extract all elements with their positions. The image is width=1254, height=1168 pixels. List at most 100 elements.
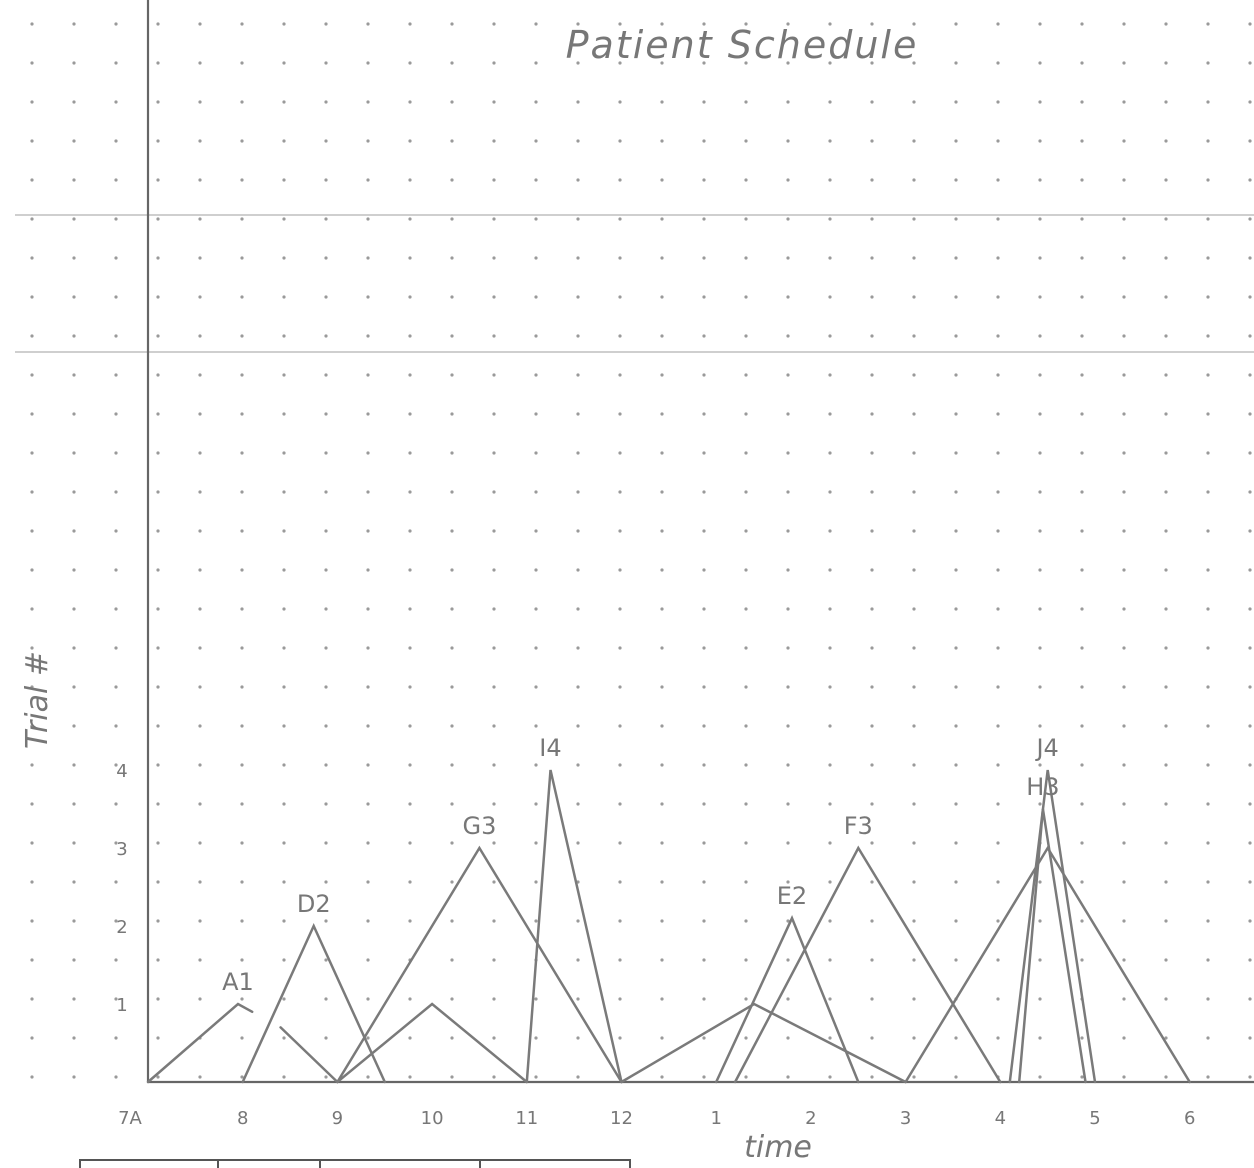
grid-dot xyxy=(1164,685,1168,689)
grid-dot xyxy=(282,919,286,923)
grid-dot xyxy=(744,295,748,299)
grid-dot xyxy=(198,256,202,260)
grid-dot xyxy=(996,724,1000,728)
grid-dot xyxy=(450,139,454,143)
grid-dot xyxy=(408,607,412,611)
grid-dot xyxy=(1206,919,1210,923)
grid-dot xyxy=(282,646,286,650)
grid-dot xyxy=(1038,958,1042,962)
grid-dot xyxy=(702,646,706,650)
grid-dot xyxy=(72,958,76,962)
grid-dot xyxy=(450,802,454,806)
grid-dot xyxy=(408,880,412,884)
grid-dot xyxy=(954,139,958,143)
grid-dot xyxy=(492,997,496,1001)
grid-dot xyxy=(1080,607,1084,611)
grid-dot xyxy=(954,61,958,65)
grid-dot xyxy=(954,880,958,884)
grid-dot xyxy=(30,334,34,338)
grid-dot xyxy=(576,1036,580,1040)
grid-dot xyxy=(660,373,664,377)
grid-dot xyxy=(870,217,874,221)
grid-dot xyxy=(198,997,202,1001)
grid-dot xyxy=(534,1036,538,1040)
grid-dot xyxy=(1248,256,1252,260)
grid-dot xyxy=(366,919,370,923)
peak-label: A1 xyxy=(222,968,254,996)
grid-dot xyxy=(198,295,202,299)
grid-dot xyxy=(492,61,496,65)
grid-dot xyxy=(1206,217,1210,221)
grid-dot xyxy=(240,763,244,767)
grid-dot xyxy=(366,646,370,650)
grid-dot xyxy=(240,373,244,377)
x-tick-label: 7A xyxy=(118,1108,142,1129)
grid-dot xyxy=(450,724,454,728)
grid-dot xyxy=(156,217,160,221)
grid-dot xyxy=(1206,22,1210,26)
grid-dot xyxy=(534,841,538,845)
grid-dot xyxy=(198,139,202,143)
grid-dot xyxy=(408,139,412,143)
grid-dot xyxy=(576,841,580,845)
grid-dot xyxy=(744,841,748,845)
grid-dot xyxy=(156,919,160,923)
grid-dot xyxy=(1038,607,1042,611)
grid-dot xyxy=(240,217,244,221)
grid-dot xyxy=(282,802,286,806)
grid-dot xyxy=(240,334,244,338)
grid-dot xyxy=(954,724,958,728)
grid-dot xyxy=(534,217,538,221)
grid-dot xyxy=(660,880,664,884)
grid-dot xyxy=(786,1036,790,1040)
grid-dot xyxy=(114,61,118,65)
grid-dot xyxy=(702,763,706,767)
grid-dot xyxy=(786,880,790,884)
grid-dot xyxy=(786,334,790,338)
grid-dot xyxy=(1206,334,1210,338)
grid-dot xyxy=(30,646,34,650)
x-tick-labels: 7A 8 9 10 11 12 1 2 3 4 5 6 xyxy=(118,1108,1195,1129)
grid-dot xyxy=(1038,373,1042,377)
grid-dot xyxy=(954,295,958,299)
grid-dot xyxy=(1080,178,1084,182)
series-line xyxy=(1008,769,1097,1084)
grid-dot xyxy=(786,841,790,845)
grid-dot xyxy=(1164,451,1168,455)
grid-dot xyxy=(618,61,622,65)
grid-dot xyxy=(744,217,748,221)
grid-dot xyxy=(576,22,580,26)
grid-dot xyxy=(786,529,790,533)
grid-dot xyxy=(912,919,916,923)
grid-dot xyxy=(492,178,496,182)
grid-dot xyxy=(660,178,664,182)
grid-dot xyxy=(1038,217,1042,221)
grid-dot xyxy=(576,997,580,1001)
grid-dot xyxy=(786,100,790,104)
grid-dot xyxy=(1206,1075,1210,1079)
grid-dot xyxy=(366,490,370,494)
grid-dot xyxy=(1206,373,1210,377)
grid-dot xyxy=(1122,22,1126,26)
series-line xyxy=(904,845,1191,1084)
grid-dot xyxy=(72,763,76,767)
grid-dot xyxy=(618,1036,622,1040)
grid-dot xyxy=(114,256,118,260)
grid-dot xyxy=(156,412,160,416)
grid-dot xyxy=(576,646,580,650)
grid-dot xyxy=(912,529,916,533)
grid-dot xyxy=(1080,841,1084,845)
grid-dot xyxy=(72,451,76,455)
grid-dot xyxy=(1248,568,1252,572)
grid-dot xyxy=(1038,412,1042,416)
grid-dot xyxy=(1164,607,1168,611)
grid-dot xyxy=(1248,529,1252,533)
grid-dot xyxy=(828,1075,832,1079)
grid-dot xyxy=(828,958,832,962)
grid-dot xyxy=(618,529,622,533)
series-line xyxy=(146,1002,254,1084)
grid-dot xyxy=(1206,295,1210,299)
grid-dot xyxy=(1206,607,1210,611)
grid-dot xyxy=(366,802,370,806)
